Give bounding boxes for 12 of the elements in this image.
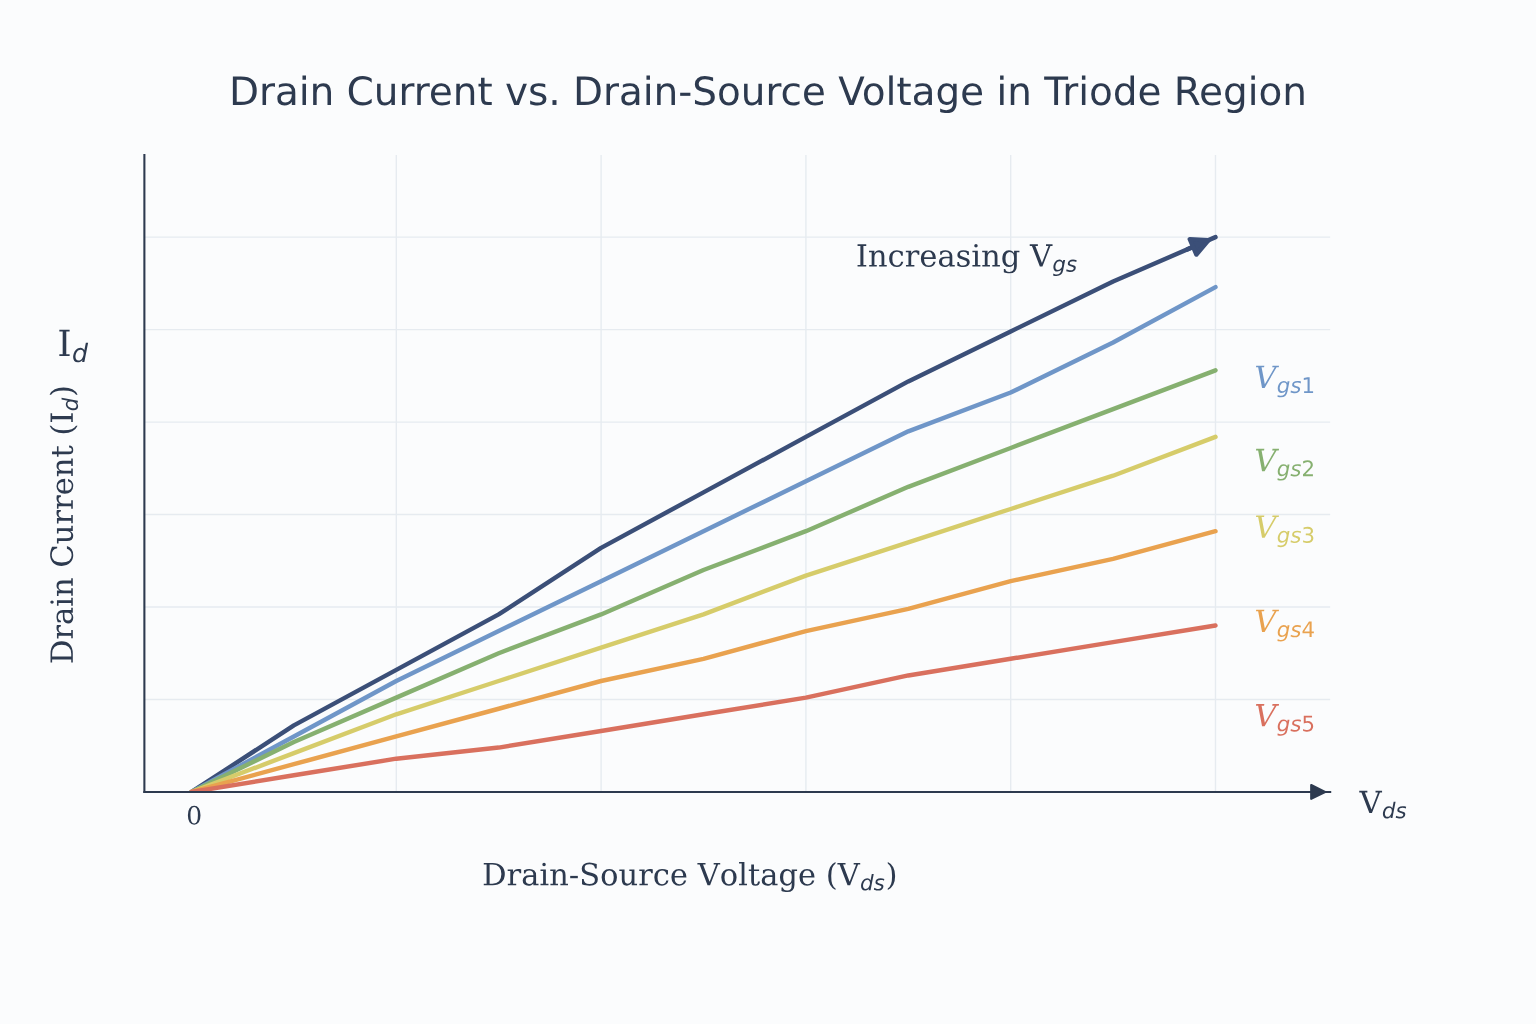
text: V$_{gs5}$ (1255, 704, 1314, 736)
text: V$_{gs4}$ (1255, 609, 1314, 642)
y-axis-title: Drain Current (I$_{d}$) (49, 387, 79, 663)
text: V$_{ds}$ (1359, 790, 1407, 819)
text: V$_{gs2}$ (1255, 448, 1313, 481)
text: V$_{gs1}$ (1255, 365, 1314, 398)
x-axis-title: Drain-Source Voltage (V$_{ds}$) (483, 862, 896, 893)
chart-title: Drain Current vs. Drain-Source Voltage in Triode Region (232, 75, 1304, 114)
text: 0 (187, 805, 201, 825)
annotation: Increasing V$_{gs}$ (857, 244, 1077, 277)
text: I$_{d}$ (59, 329, 89, 363)
text: V$_{gs3}$ (1255, 515, 1314, 548)
